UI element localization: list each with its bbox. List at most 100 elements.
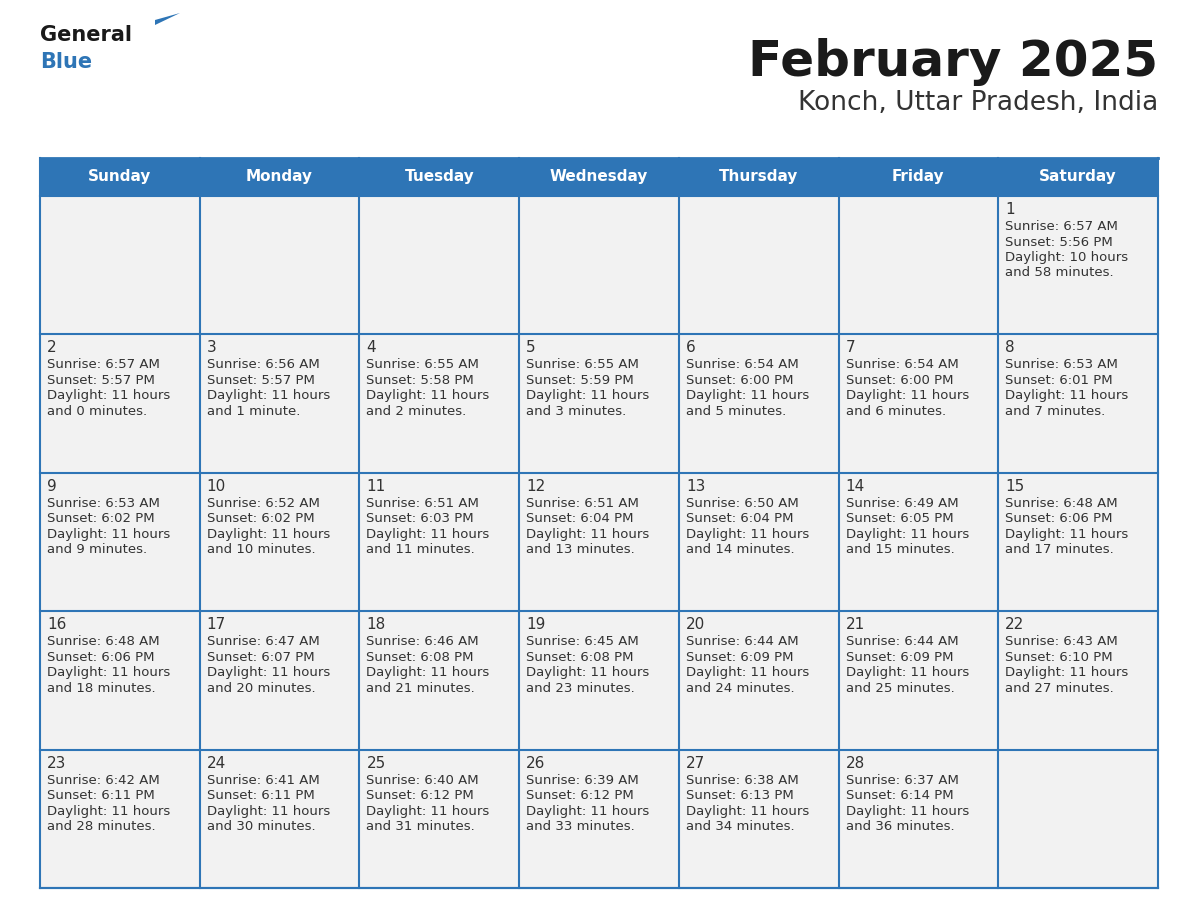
Text: Sunrise: 6:53 AM: Sunrise: 6:53 AM xyxy=(1005,358,1118,372)
Bar xyxy=(360,334,519,473)
Text: 15: 15 xyxy=(1005,479,1024,494)
Bar xyxy=(360,473,519,611)
Text: and 11 minutes.: and 11 minutes. xyxy=(366,543,475,556)
Text: Sunrise: 6:54 AM: Sunrise: 6:54 AM xyxy=(685,358,798,372)
Text: 21: 21 xyxy=(846,617,865,633)
Text: Sunrise: 6:51 AM: Sunrise: 6:51 AM xyxy=(366,497,479,509)
Text: Daylight: 11 hours: Daylight: 11 hours xyxy=(207,389,330,402)
Text: Daylight: 11 hours: Daylight: 11 hours xyxy=(685,804,809,818)
Bar xyxy=(678,750,839,888)
Text: Daylight: 11 hours: Daylight: 11 hours xyxy=(526,666,650,679)
Text: Sunset: 6:11 PM: Sunset: 6:11 PM xyxy=(48,789,154,802)
Text: and 15 minutes.: and 15 minutes. xyxy=(846,543,954,556)
Bar xyxy=(40,473,200,611)
Text: 6: 6 xyxy=(685,341,696,355)
Text: Daylight: 10 hours: Daylight: 10 hours xyxy=(1005,251,1129,264)
Text: Sunset: 6:05 PM: Sunset: 6:05 PM xyxy=(846,512,953,525)
Text: Thursday: Thursday xyxy=(719,170,798,185)
Text: Sunrise: 6:48 AM: Sunrise: 6:48 AM xyxy=(1005,497,1118,509)
Text: and 58 minutes.: and 58 minutes. xyxy=(1005,266,1114,279)
Text: Sunset: 6:14 PM: Sunset: 6:14 PM xyxy=(846,789,953,802)
Text: and 24 minutes.: and 24 minutes. xyxy=(685,682,795,695)
Text: and 27 minutes.: and 27 minutes. xyxy=(1005,682,1114,695)
Text: 24: 24 xyxy=(207,756,226,770)
Text: Daylight: 11 hours: Daylight: 11 hours xyxy=(48,389,170,402)
Text: Sunday: Sunday xyxy=(88,170,152,185)
Bar xyxy=(360,196,519,334)
Text: Sunrise: 6:43 AM: Sunrise: 6:43 AM xyxy=(1005,635,1118,648)
Text: 17: 17 xyxy=(207,617,226,633)
Text: Sunset: 5:57 PM: Sunset: 5:57 PM xyxy=(48,374,154,386)
Text: and 5 minutes.: and 5 minutes. xyxy=(685,405,786,418)
Text: 8: 8 xyxy=(1005,341,1015,355)
Bar xyxy=(998,750,1158,888)
Text: 1: 1 xyxy=(1005,202,1015,217)
Text: Konch, Uttar Pradesh, India: Konch, Uttar Pradesh, India xyxy=(798,90,1158,116)
Text: Sunrise: 6:57 AM: Sunrise: 6:57 AM xyxy=(1005,220,1118,233)
Text: and 2 minutes.: and 2 minutes. xyxy=(366,405,467,418)
Bar xyxy=(360,611,519,750)
Text: 22: 22 xyxy=(1005,617,1024,633)
Text: Tuesday: Tuesday xyxy=(404,170,474,185)
Bar xyxy=(519,334,678,473)
Text: 10: 10 xyxy=(207,479,226,494)
Bar xyxy=(678,334,839,473)
Text: and 30 minutes.: and 30 minutes. xyxy=(207,820,315,834)
Text: and 3 minutes.: and 3 minutes. xyxy=(526,405,626,418)
Bar xyxy=(678,611,839,750)
Text: 23: 23 xyxy=(48,756,67,770)
Bar xyxy=(839,611,998,750)
Text: 18: 18 xyxy=(366,617,386,633)
Text: Sunset: 6:08 PM: Sunset: 6:08 PM xyxy=(526,651,633,664)
Text: Sunrise: 6:54 AM: Sunrise: 6:54 AM xyxy=(846,358,959,372)
Text: Daylight: 11 hours: Daylight: 11 hours xyxy=(207,666,330,679)
Text: Sunrise: 6:47 AM: Sunrise: 6:47 AM xyxy=(207,635,320,648)
Text: Sunset: 5:56 PM: Sunset: 5:56 PM xyxy=(1005,236,1113,249)
Text: Sunrise: 6:55 AM: Sunrise: 6:55 AM xyxy=(366,358,479,372)
Text: Sunset: 6:08 PM: Sunset: 6:08 PM xyxy=(366,651,474,664)
Text: 20: 20 xyxy=(685,617,706,633)
Bar xyxy=(519,473,678,611)
Bar xyxy=(998,196,1158,334)
Text: and 13 minutes.: and 13 minutes. xyxy=(526,543,634,556)
Text: 7: 7 xyxy=(846,341,855,355)
Text: Sunrise: 6:57 AM: Sunrise: 6:57 AM xyxy=(48,358,160,372)
Text: February 2025: February 2025 xyxy=(748,38,1158,86)
Text: Daylight: 11 hours: Daylight: 11 hours xyxy=(48,528,170,541)
Text: Sunrise: 6:41 AM: Sunrise: 6:41 AM xyxy=(207,774,320,787)
Text: Sunrise: 6:52 AM: Sunrise: 6:52 AM xyxy=(207,497,320,509)
Text: Daylight: 11 hours: Daylight: 11 hours xyxy=(366,528,489,541)
Text: Daylight: 11 hours: Daylight: 11 hours xyxy=(366,389,489,402)
Text: Sunset: 6:04 PM: Sunset: 6:04 PM xyxy=(526,512,633,525)
Text: Daylight: 11 hours: Daylight: 11 hours xyxy=(207,804,330,818)
Text: Sunrise: 6:48 AM: Sunrise: 6:48 AM xyxy=(48,635,159,648)
Text: Sunrise: 6:51 AM: Sunrise: 6:51 AM xyxy=(526,497,639,509)
Bar xyxy=(40,196,200,334)
Text: Sunset: 6:02 PM: Sunset: 6:02 PM xyxy=(207,512,315,525)
Text: Daylight: 11 hours: Daylight: 11 hours xyxy=(1005,528,1129,541)
Text: 16: 16 xyxy=(48,617,67,633)
Bar xyxy=(998,611,1158,750)
Text: 11: 11 xyxy=(366,479,386,494)
Text: and 1 minute.: and 1 minute. xyxy=(207,405,301,418)
Text: Daylight: 11 hours: Daylight: 11 hours xyxy=(526,389,650,402)
Bar xyxy=(839,750,998,888)
Text: Sunrise: 6:53 AM: Sunrise: 6:53 AM xyxy=(48,497,160,509)
Text: and 14 minutes.: and 14 minutes. xyxy=(685,543,795,556)
Text: Sunset: 6:04 PM: Sunset: 6:04 PM xyxy=(685,512,794,525)
Text: Sunrise: 6:56 AM: Sunrise: 6:56 AM xyxy=(207,358,320,372)
Text: and 0 minutes.: and 0 minutes. xyxy=(48,405,147,418)
Text: and 10 minutes.: and 10 minutes. xyxy=(207,543,315,556)
Text: Saturday: Saturday xyxy=(1040,170,1117,185)
Bar xyxy=(40,750,200,888)
Text: Sunset: 6:07 PM: Sunset: 6:07 PM xyxy=(207,651,315,664)
Text: Sunrise: 6:39 AM: Sunrise: 6:39 AM xyxy=(526,774,639,787)
Text: Sunrise: 6:42 AM: Sunrise: 6:42 AM xyxy=(48,774,159,787)
Text: Daylight: 11 hours: Daylight: 11 hours xyxy=(685,389,809,402)
Text: 2: 2 xyxy=(48,341,57,355)
Text: Sunset: 6:06 PM: Sunset: 6:06 PM xyxy=(48,651,154,664)
Text: 26: 26 xyxy=(526,756,545,770)
Text: and 20 minutes.: and 20 minutes. xyxy=(207,682,315,695)
Text: Sunset: 6:06 PM: Sunset: 6:06 PM xyxy=(1005,512,1113,525)
Bar xyxy=(519,196,678,334)
